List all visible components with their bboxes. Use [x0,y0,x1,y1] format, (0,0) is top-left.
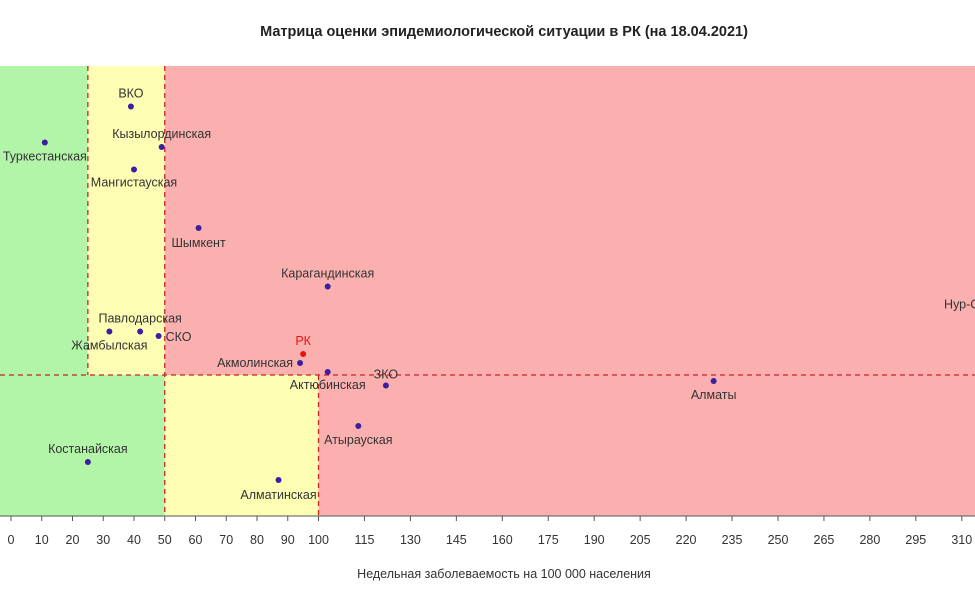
data-point-label: Алматы [691,388,737,402]
x-tick-label: 40 [127,533,141,547]
x-tick-label: 190 [584,533,605,547]
data-point-label: ВКО [118,87,143,101]
zone-yellow-upper [87,66,165,375]
data-point-label: Павлодарская [98,312,181,326]
x-tick-label: 10 [35,533,49,547]
data-point [195,225,202,231]
x-tick-label: 80 [250,533,264,547]
x-tick-label: 30 [96,533,110,547]
data-point [382,382,389,389]
zone-green-lower [0,375,165,516]
data-point [158,144,165,150]
zone-yellow-lower [164,375,319,516]
data-point [137,328,144,335]
x-tick-label: 50 [158,533,172,547]
data-point [155,333,162,339]
x-axis-label: Недельная заболеваемость на 100 000 насе… [357,567,651,581]
data-point [275,477,282,483]
x-tick-label: 90 [281,533,295,547]
data-point [131,166,137,173]
x-tick-label: 115 [354,533,374,547]
data-point [355,423,362,429]
data-point-label: Атырауская [324,433,392,447]
data-point-label: Карагандинская [281,267,374,281]
x-tick-label: 250 [768,533,789,547]
data-point [84,459,91,465]
data-point [710,378,717,384]
data-point-label: Акмолинская [217,356,293,370]
x-tick-label: 235 [722,533,743,547]
x-tick-label: 310 [951,533,972,547]
x-tick-label: 145 [446,533,467,547]
zone-red-lower [318,375,975,516]
x-tick-label: 100 [308,533,329,547]
threshold-lines-layer [0,66,975,516]
x-tick-label: 130 [400,533,421,547]
x-tick-label: 205 [630,533,651,547]
x-tick-label: 20 [66,533,80,547]
x-tick-label: 0 [8,533,15,547]
data-point-label: Жамбылская [71,339,147,353]
data-point-label: Кызылординская [112,127,211,141]
x-tick-label: 265 [814,533,835,547]
x-tick-label: 280 [859,533,880,547]
data-point-label: Алматинская [240,488,316,502]
x-tick-label: 295 [905,533,926,547]
zone-red-upper [164,66,975,375]
data-point-label: СКО [166,330,192,344]
data-point-label: ЗКО [374,368,399,382]
data-point [324,283,331,290]
data-point [324,369,331,375]
x-tick-label: 175 [538,533,559,547]
zone-green-upper [0,66,88,375]
zones-layer [0,66,975,516]
data-point [106,328,113,335]
data-point [127,103,134,110]
data-point-label: Нур-Султан [944,298,975,312]
points-layer [41,103,717,483]
data-point-label: Мангистауская [91,176,177,190]
data-point-label: РК [295,334,311,348]
data-point-label: Актюбинская [290,378,366,392]
x-tick-label: 160 [492,533,513,547]
chart-title: Матрица оценки эпидемиологической ситуац… [260,24,748,40]
data-point [300,351,307,357]
point-labels-layer: ВКО Кызылординская Туркестанская Мангистаус… [3,87,975,503]
data-point [297,360,304,366]
x-tick-label: 220 [676,533,697,547]
data-point-label: Шымкент [171,236,225,250]
x-axis-layer: 0 10 20 30 40 50 60 70 80 90 100 115 130 145 160 175 190… [0,515,975,547]
data-point [41,139,48,146]
data-point-label: Туркестанская [3,150,87,164]
x-tick-label: 70 [219,533,233,547]
x-tick-label: 60 [189,533,203,547]
data-point-label: Костанайская [48,442,128,456]
